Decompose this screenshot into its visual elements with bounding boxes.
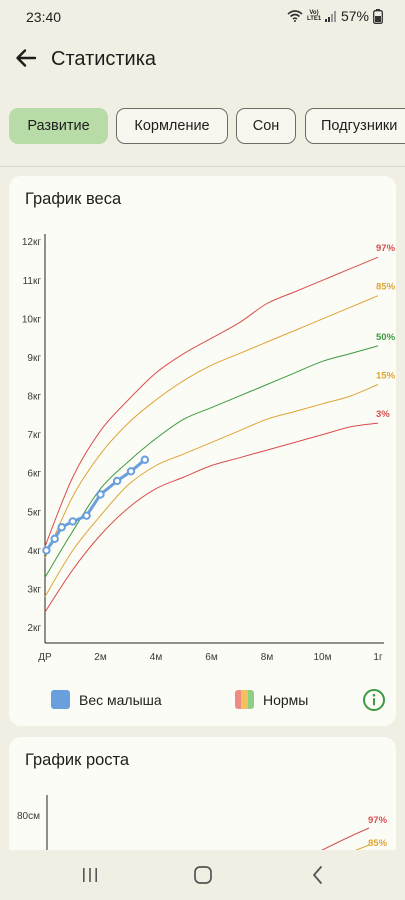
norms-swatch-red — [235, 690, 242, 709]
weight-chart-title: График веса — [25, 190, 122, 208]
percentile-line-15 — [44, 384, 379, 597]
x-tick-label: 4м — [150, 652, 163, 663]
y-tick-label: 7кг — [27, 430, 41, 441]
status-time: 23:40 — [26, 9, 62, 25]
percentile-line-3 — [44, 422, 379, 613]
y-tick-label: 6кг — [27, 469, 41, 480]
norms-legend-label: Нормы — [263, 692, 309, 708]
weight-chart-legend: Вес малыша Нормы — [9, 686, 396, 714]
back-button[interactable] — [12, 44, 40, 72]
y-tick-label: 5кг — [27, 507, 41, 518]
recent-apps-button[interactable] — [75, 862, 105, 888]
chevron-left-icon — [313, 866, 322, 884]
home-button[interactable] — [188, 862, 218, 888]
x-tick-label: 6м — [205, 652, 218, 663]
baby-weight-swatch — [51, 690, 70, 709]
x-tick-label: 10м — [314, 652, 332, 663]
percentile-label: 85% — [376, 282, 396, 293]
home-icon — [194, 866, 212, 884]
y-tick-label: 11кг — [23, 276, 42, 287]
norms-swatch-green — [247, 690, 254, 709]
divider — [0, 166, 405, 167]
back-nav-button[interactable] — [303, 862, 333, 888]
recent-apps-icon — [83, 868, 97, 882]
x-tick-label: 2м — [94, 652, 107, 663]
height-chart-title: График роста — [25, 751, 130, 769]
baby-weight-point[interactable] — [42, 546, 51, 555]
baby-weight-point[interactable] — [96, 490, 105, 499]
tab-sleep[interactable]: Сон — [236, 108, 296, 144]
x-tick-label: 1г — [373, 652, 383, 663]
info-icon — [363, 689, 385, 711]
percentile-line-85 — [44, 295, 379, 559]
y-tick-label: 3кг — [27, 584, 41, 595]
battery-percent: 57% — [340, 8, 369, 24]
percentile-label: 3% — [376, 409, 390, 420]
tab-feeding[interactable]: Кормление — [116, 108, 228, 144]
height-y-tick: 80см — [17, 811, 40, 822]
status-bar: 23:40 Vo) LTE1 57% — [0, 0, 405, 34]
height-p85-label: 85% — [368, 838, 388, 849]
y-tick-label: 2кг — [27, 623, 41, 634]
y-tick-label: 9кг — [27, 353, 41, 364]
arrow-left-icon — [16, 49, 37, 67]
baby-weight-point[interactable] — [112, 476, 122, 486]
battery-icon — [373, 8, 383, 24]
tab-bar: Развитие Кормление Сон Подгузники — [0, 108, 405, 146]
y-tick-label: 10кг — [22, 314, 41, 325]
percentile-line-50 — [44, 345, 379, 578]
percentile-label: 50% — [376, 332, 396, 343]
baby-weight-point[interactable] — [140, 455, 150, 464]
system-nav-bar — [0, 850, 405, 900]
height-p97-label: 97% — [368, 815, 388, 826]
percentile-label: 97% — [376, 243, 396, 254]
y-tick-label: 12кг — [22, 237, 41, 248]
baby-weight-point[interactable] — [82, 511, 91, 520]
percentile-label: 15% — [376, 370, 396, 381]
baby-weight-legend-label: Вес малыша — [79, 692, 162, 708]
baby-weight-point[interactable] — [57, 523, 66, 532]
status-icons: Vo) LTE1 57% — [287, 8, 383, 24]
wifi-icon — [287, 10, 303, 22]
baby-weight-point[interactable] — [50, 534, 59, 544]
y-tick-label: 4кг — [27, 546, 41, 557]
percentile-line-97 — [44, 256, 379, 547]
page-title: Статистика — [51, 48, 157, 70]
network-label: Vo) LTE1 — [306, 10, 322, 22]
tab-development[interactable]: Развитие — [9, 108, 108, 144]
norms-swatch-yellow — [241, 690, 248, 709]
signal-icon — [324, 11, 336, 22]
app-bar: Статистика — [0, 34, 405, 86]
baby-weight-point[interactable] — [126, 467, 136, 476]
x-tick-label: ДР — [38, 652, 52, 663]
height-chart: 80см 97% 85% — [17, 795, 388, 857]
info-button[interactable] — [362, 688, 386, 712]
norms-swatch — [235, 690, 254, 709]
x-tick-label: 8м — [261, 652, 274, 663]
weight-chart: 2кг 3кг 4кг 5кг 6кг 7кг 8кг 9кг 10кг 11кг 12кг ДР 2м… — [22, 234, 396, 663]
baby-weight-point[interactable] — [68, 517, 77, 526]
tab-diapers[interactable]: Подгузники — [305, 108, 405, 144]
weight-chart-card: График веса 2кг 3кг 4кг 5кг 6кг 7кг 8кг 9кг 10кг… — [9, 176, 396, 726]
y-tick-label: 8кг — [27, 392, 41, 403]
